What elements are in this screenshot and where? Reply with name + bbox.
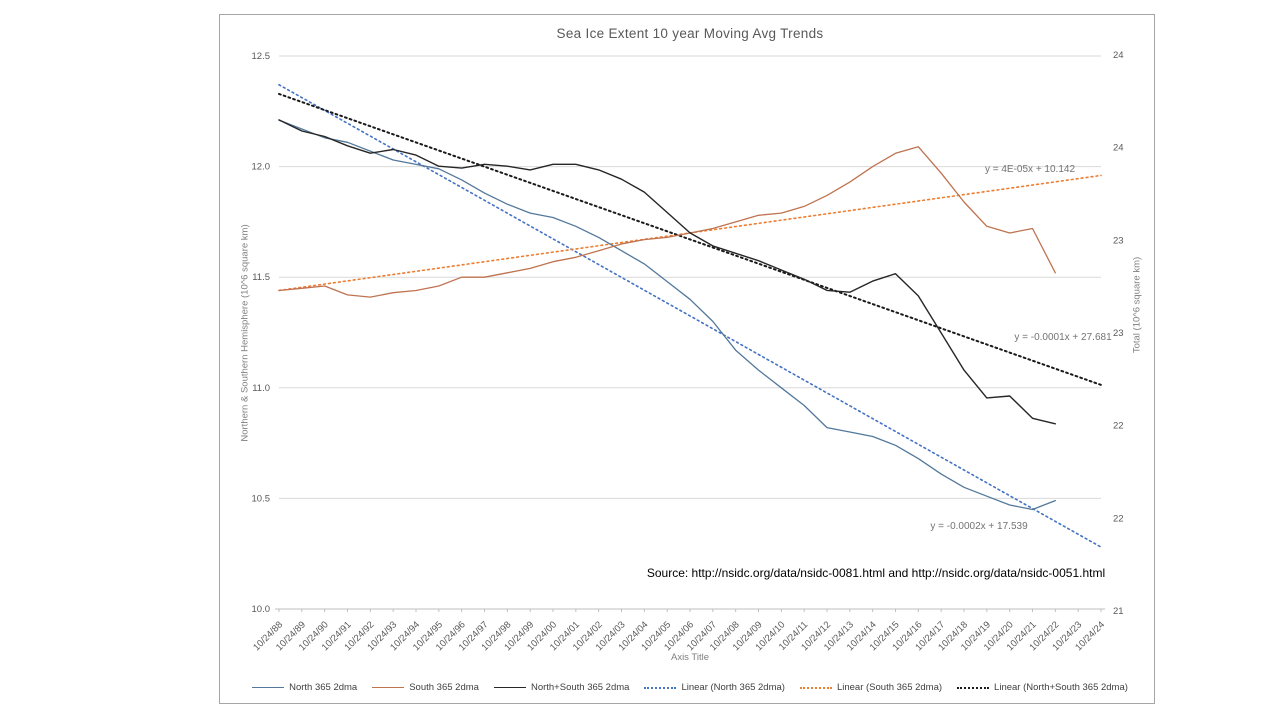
left-axis-tick-label: 12.0 bbox=[252, 162, 271, 173]
legend-item: South 365 2dma bbox=[372, 682, 479, 693]
trendline bbox=[278, 92, 1102, 386]
left-axis-tick-label: 11.5 bbox=[252, 272, 270, 283]
source-note: Source: http://nsidc.org/data/nsidc-0081… bbox=[646, 566, 1106, 580]
legend-dotted-line-swatch bbox=[799, 686, 832, 689]
legend-line-swatch bbox=[493, 687, 526, 688]
legend-item-label: Linear (South 365 2dma) bbox=[836, 682, 943, 693]
trendline-equation: y = -0.0002x + 17.539 bbox=[930, 521, 1028, 532]
right-axis-tick-label: 22 bbox=[1113, 513, 1124, 524]
trendline-equation: y = -0.0001x + 27.681 bbox=[1014, 332, 1112, 343]
legend-item-label: South 365 2dma bbox=[409, 682, 479, 693]
chart-frame: Sea Ice Extent 10 year Moving Avg Trends… bbox=[219, 14, 1155, 704]
legend-line-swatch bbox=[372, 687, 405, 688]
legend-item-label: Linear (North 365 2dma) bbox=[681, 682, 785, 693]
legend: North 365 2dma South 365 2dma North+South … bbox=[252, 682, 1128, 693]
legend-item-label: North 365 2dma bbox=[289, 682, 358, 693]
left-axis-tick-label: 11.0 bbox=[252, 383, 270, 394]
left-axis-tick-label: 10.0 bbox=[252, 604, 271, 615]
series-line bbox=[278, 146, 1056, 298]
right-axis-tick-label: 23 bbox=[1113, 235, 1124, 246]
legend-item: North 365 2dma bbox=[252, 682, 357, 693]
legend-item-label: North+South 365 2dma bbox=[530, 682, 630, 693]
legend-item: Linear (South 365 2dma) bbox=[799, 682, 943, 693]
legend-dotted-line-swatch bbox=[957, 686, 990, 689]
right-axis-tick-label: 23 bbox=[1113, 328, 1124, 339]
right-axis-tick-label: 24 bbox=[1113, 50, 1124, 61]
series-line bbox=[278, 119, 1056, 425]
trendline-equation: y = 4E-05x + 10.142 bbox=[985, 164, 1076, 175]
chart-title: Sea Ice Extent 10 year Moving Avg Trends bbox=[556, 26, 824, 41]
right-axis-tick-label: 21 bbox=[1113, 606, 1124, 617]
legend-dotted-line-swatch bbox=[644, 686, 677, 689]
left-axis-tick-label: 12.5 bbox=[252, 51, 271, 62]
x-axis-title: Axis Title bbox=[670, 652, 709, 663]
right-axis-tick-label: 24 bbox=[1113, 143, 1124, 154]
legend-item: Linear (North+South 365 2dma) bbox=[957, 682, 1128, 693]
trendline bbox=[278, 83, 1102, 548]
right-axis-tick-label: 22 bbox=[1113, 421, 1124, 432]
legend-item: Linear (North 365 2dma) bbox=[644, 682, 785, 693]
left-axis-tick-label: 10.5 bbox=[252, 493, 271, 504]
legend-item: North+South 365 2dma bbox=[493, 682, 630, 693]
legend-item-label: Linear (North+South 365 2dma) bbox=[994, 682, 1128, 693]
legend-line-swatch bbox=[252, 687, 285, 688]
plot-area: 10/24/8810/24/8910/24/9010/24/9110/24/92… bbox=[251, 50, 1124, 653]
series-line bbox=[278, 119, 1056, 511]
